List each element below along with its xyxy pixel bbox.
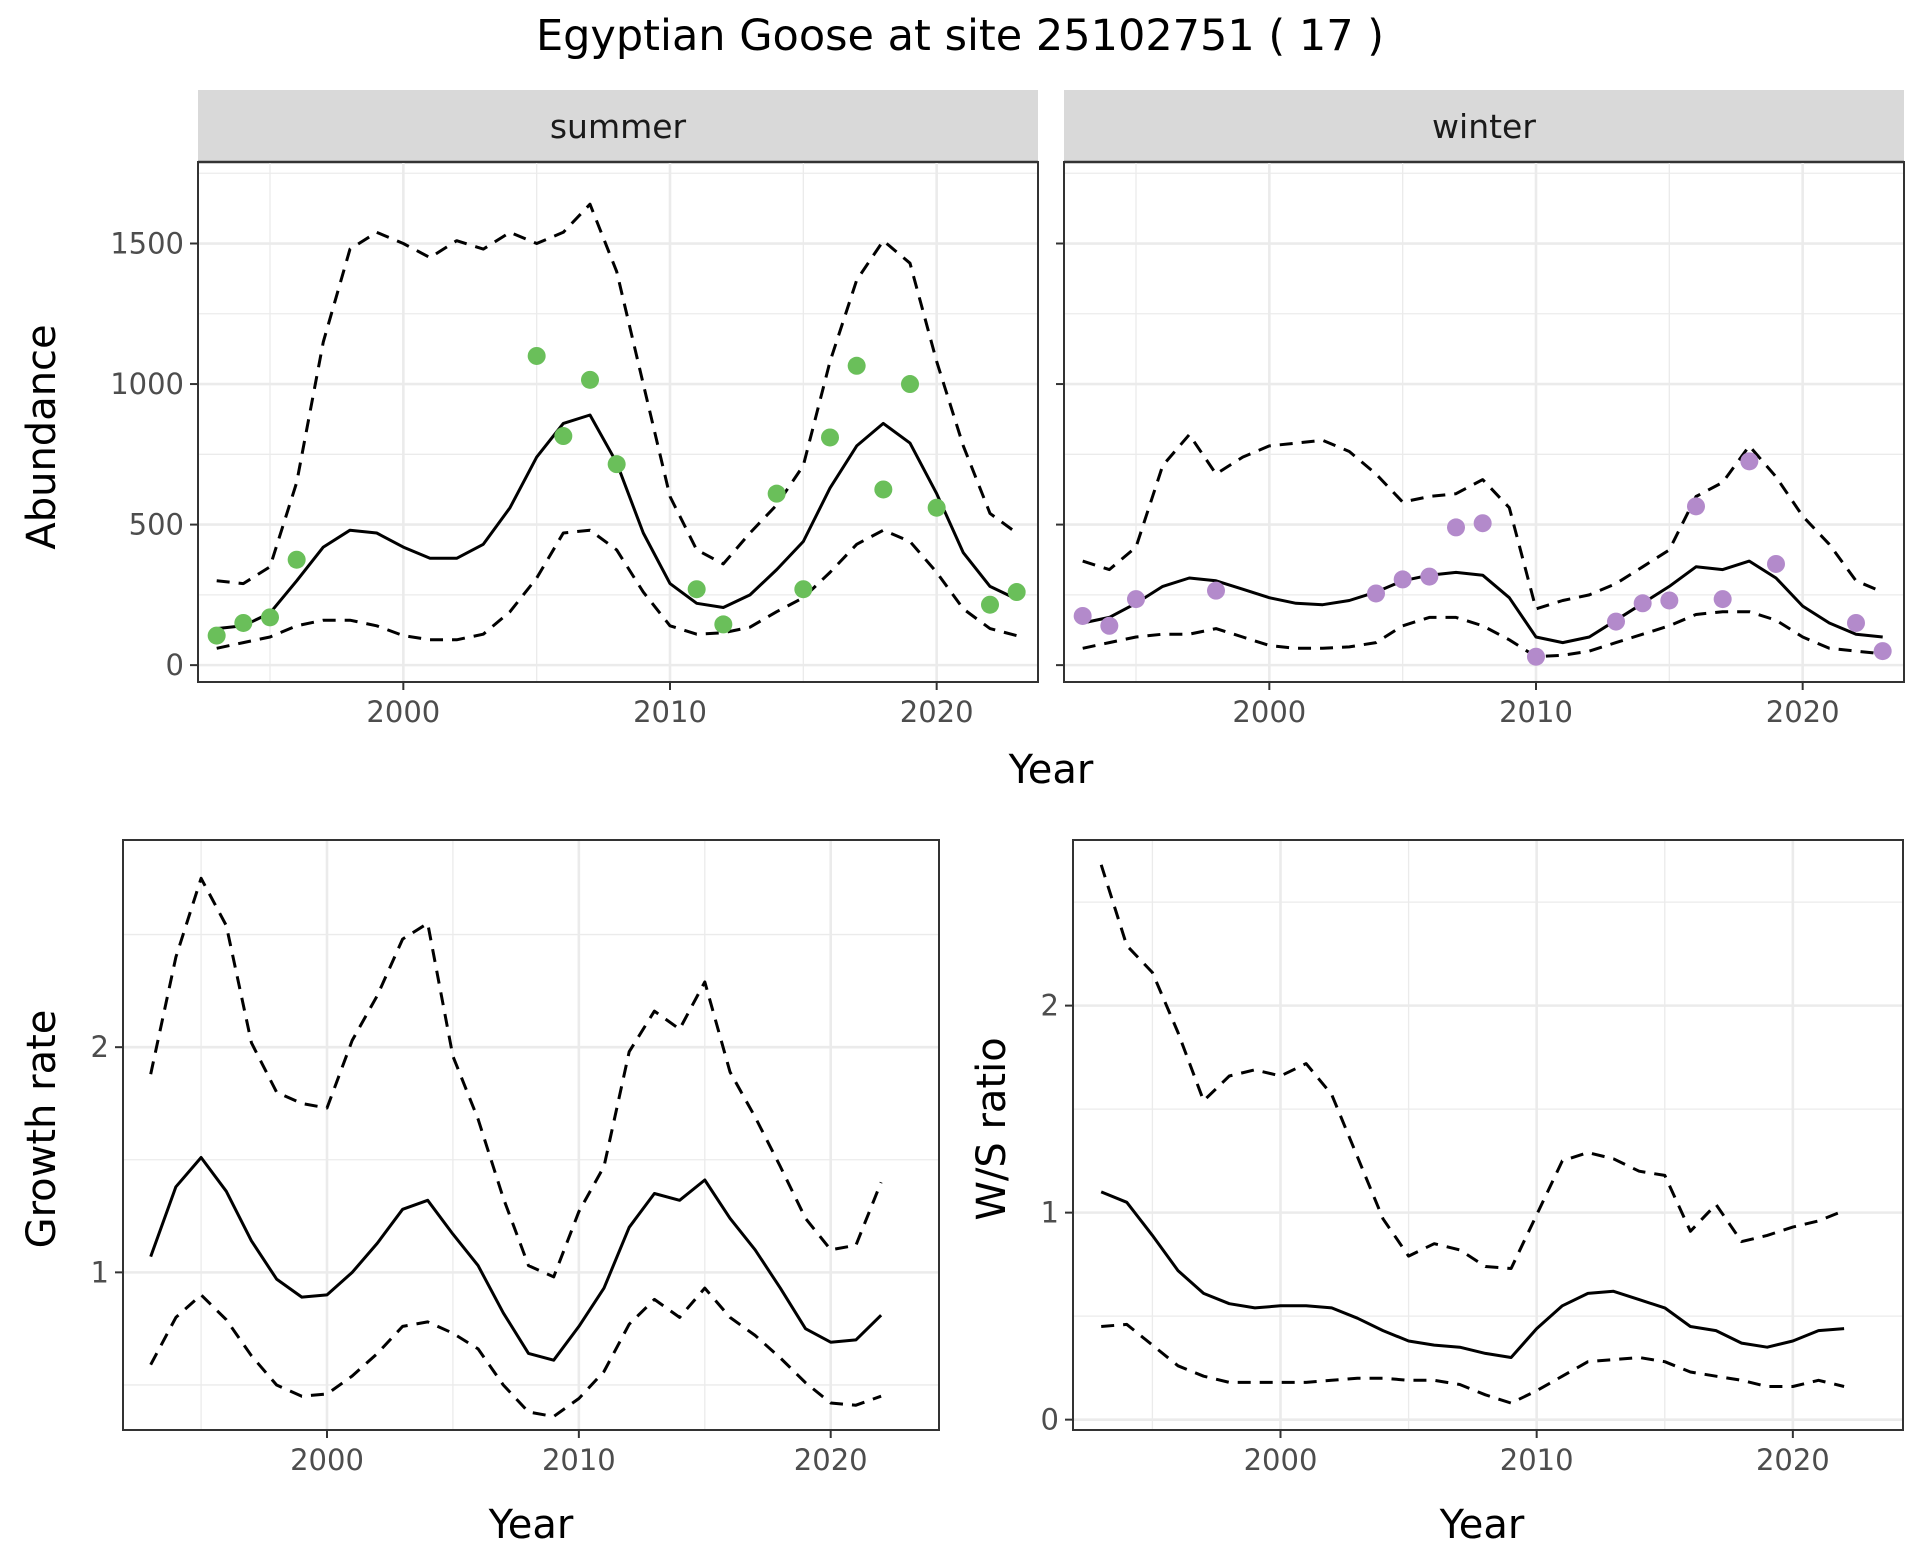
- figure-title: Egyptian Goose at site 25102751 ( 17 ): [536, 11, 1384, 61]
- y-tick-label: 0: [1041, 1403, 1059, 1437]
- data-point: [687, 580, 706, 599]
- data-point: [1633, 594, 1652, 613]
- data-point: [1473, 514, 1492, 533]
- x-axis-title-top: Year: [1008, 747, 1094, 793]
- x-tick-label: 2010: [633, 695, 707, 729]
- data-point: [767, 484, 786, 503]
- x-axis-title-growth: Year: [488, 1502, 574, 1548]
- y-tick-label: 1000: [110, 367, 184, 401]
- x-tick-label: 2020: [900, 695, 974, 729]
- data-point: [981, 595, 999, 614]
- panel-2: 2000 2010 2020 1 2: [91, 839, 940, 1477]
- series-line-upper: [216, 202, 1018, 586]
- series-line-estimate: [149, 1156, 883, 1362]
- x-axis-title-ws: Year: [1439, 1502, 1525, 1548]
- panel-border: [122, 839, 940, 1431]
- data-point: [287, 550, 306, 569]
- data-point: [714, 615, 733, 634]
- series-line-estimate: [216, 413, 1018, 631]
- data-point: [1687, 497, 1705, 516]
- series-line-upper: [1082, 433, 1884, 611]
- data-point: [1100, 616, 1119, 635]
- series-line-lower: [1101, 1322, 1845, 1405]
- strip-label-summer: summer: [550, 107, 687, 146]
- data-point: [1207, 581, 1225, 600]
- data-point: [794, 580, 813, 599]
- x-tick-label: 2010: [1500, 1443, 1574, 1477]
- x-tick-label: 2000: [290, 1443, 364, 1477]
- series-line-estimate: [1082, 559, 1883, 645]
- data-point: [1873, 642, 1892, 661]
- y-tick-label: 1: [1041, 1196, 1059, 1230]
- panel-3: 2000 2010 2020 0 1 2: [1041, 839, 1904, 1477]
- panel-border: [1072, 839, 1904, 1431]
- data-point: [234, 613, 253, 632]
- y-tick-label: 1: [91, 1255, 109, 1289]
- data-point: [1767, 554, 1785, 573]
- data-point: [847, 356, 866, 375]
- y-axis-title-abundance: Abundance: [19, 324, 65, 549]
- data-point: [207, 626, 226, 645]
- y-tick-label: 2: [1041, 989, 1059, 1023]
- y-axis-title-ws-ratio: W/S ratio: [969, 1037, 1015, 1220]
- series-line-upper: [149, 876, 883, 1279]
- data-point: [261, 608, 279, 627]
- strip-label-winter: winter: [1432, 107, 1536, 146]
- data-point: [1367, 584, 1385, 603]
- data-point: [1527, 647, 1545, 666]
- strip-summer: [198, 90, 1038, 162]
- x-tick-label: 2000: [366, 695, 440, 729]
- data-point: [527, 346, 546, 365]
- data-point: [1713, 590, 1732, 609]
- data-point: [1847, 613, 1865, 632]
- panel-1: 2000 2010 2020: [1056, 161, 1905, 729]
- y-tick-label: 1500: [110, 227, 184, 261]
- x-tick-label: 2010: [1499, 695, 1573, 729]
- y-tick-label: 0: [166, 648, 184, 682]
- y-tick-label: 2: [91, 1030, 109, 1064]
- series-line-lower: [149, 1286, 882, 1418]
- data-point: [1740, 452, 1759, 471]
- x-tick-label: 2020: [794, 1443, 868, 1477]
- data-point: [1447, 518, 1465, 537]
- panel-border: [1063, 161, 1905, 683]
- strip-winter: [1064, 90, 1904, 162]
- series-line-estimate: [1100, 1190, 1845, 1359]
- data-point: [1127, 590, 1145, 609]
- data-point: [901, 375, 919, 394]
- panel-border: [197, 161, 1039, 683]
- y-axis-title-growth-rate: Growth rate: [19, 1010, 65, 1249]
- data-point: [581, 370, 599, 389]
- x-tick-label: 2010: [542, 1443, 616, 1477]
- series-line-lower: [1082, 610, 1883, 659]
- x-tick-label: 2000: [1244, 1443, 1318, 1477]
- data-point: [1607, 612, 1625, 631]
- data-point: [607, 455, 626, 474]
- data-point: [1420, 567, 1439, 586]
- series-line-lower: [216, 528, 1018, 650]
- data-point: [821, 428, 839, 447]
- data-point: [927, 498, 946, 517]
- series-line-upper: [1099, 864, 1845, 1270]
- data-point: [1073, 606, 1092, 625]
- x-tick-label: 2000: [1232, 695, 1306, 729]
- y-tick-label: 500: [129, 508, 184, 542]
- data-point: [1393, 570, 1412, 589]
- data-point: [874, 480, 893, 499]
- data-point: [1007, 583, 1026, 602]
- x-tick-label: 2020: [1766, 695, 1840, 729]
- panel-0: 2000 2010 2020 0 500 1000 1500: [110, 161, 1039, 729]
- data-point: [554, 427, 573, 446]
- data-point: [1660, 591, 1679, 610]
- x-tick-label: 2020: [1756, 1443, 1830, 1477]
